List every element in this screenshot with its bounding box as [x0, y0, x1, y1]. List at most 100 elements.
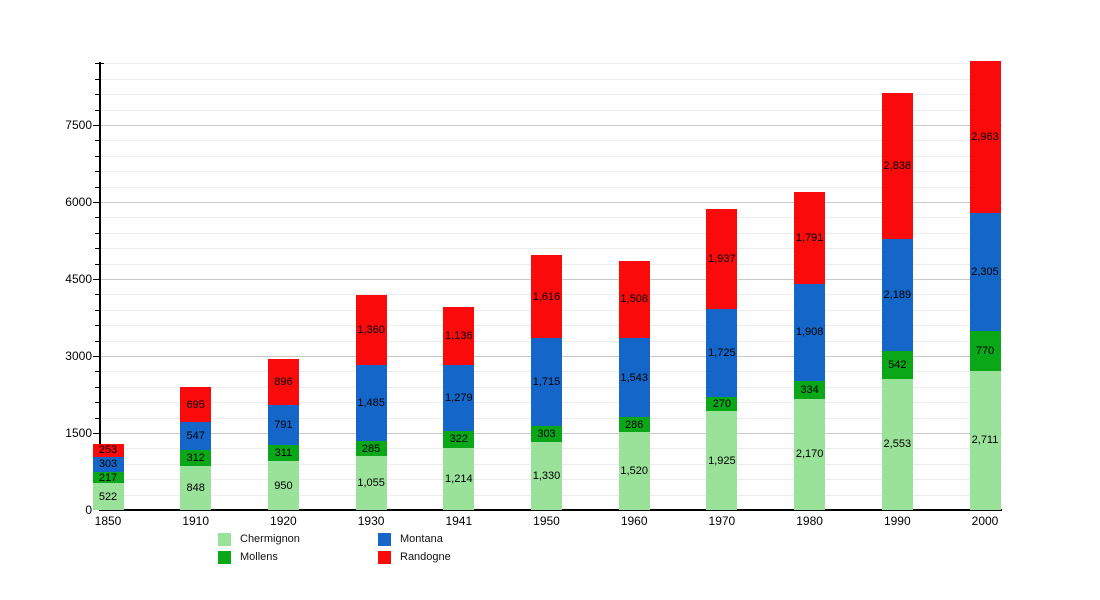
bar-value-label: 303: [98, 458, 118, 471]
y-axis-label: 4500: [65, 272, 92, 286]
bar-segment-randogne: [180, 386, 212, 423]
bar-segment-randogne: [92, 443, 124, 457]
bar-value-label: 312: [186, 452, 205, 465]
bar-value-label: 1,543: [620, 371, 648, 384]
bar-value-label: 322: [449, 433, 468, 446]
x-axis-label: 1950: [533, 514, 560, 528]
minor-gridline: [100, 217, 1002, 219]
x-axis-label: 1960: [620, 514, 648, 528]
x-axis-label: 1980: [796, 514, 823, 528]
bar-value-label: 2,963: [971, 130, 999, 143]
y-axis-tick: [95, 155, 100, 157]
y-axis-tick: [95, 309, 100, 311]
bar-segment-montana: [92, 456, 124, 473]
minor-gridline: [100, 232, 1002, 234]
bar-segment-randogne: [267, 358, 299, 405]
y-axis-label: 3000: [65, 349, 92, 363]
bar-value-label: 1,715: [532, 376, 561, 389]
bar-segment-randogne: [618, 260, 650, 339]
bar-value-label: 1,937: [708, 253, 736, 266]
y-axis-tick: [95, 294, 100, 296]
bar-value-label: 285: [361, 442, 381, 455]
legend-swatch-montana: [378, 533, 391, 546]
bar-value-label: 1,360: [357, 324, 385, 337]
bar-value-label: 848: [186, 482, 205, 495]
legend-swatch-randogne: [378, 551, 391, 564]
bar-segment-mollens: [92, 472, 124, 484]
bar-segment-chermignon: [618, 431, 650, 510]
x-axis-label: 2000: [971, 514, 999, 528]
x-axis-line: [99, 509, 1002, 511]
bar-segment-randogne: [706, 209, 738, 309]
bar-value-label: 522: [98, 490, 118, 503]
bar-value-label: 334: [800, 384, 819, 397]
bar-value-label: 303: [537, 427, 556, 440]
y-axis-tick: [95, 217, 100, 219]
bar-value-label: 542: [888, 359, 907, 372]
legend-label-montana: Montana: [400, 533, 443, 545]
legend-label-randogne: Randogne: [400, 551, 451, 563]
minor-gridline: [100, 94, 1002, 96]
x-axis-label: 1920: [270, 514, 297, 528]
y-axis-tick: [95, 232, 100, 234]
bar-segment-chermignon: [180, 466, 212, 510]
bar-segment-mollens: [969, 331, 1001, 371]
bar-value-label: 2,711: [971, 434, 999, 447]
y-axis-tick: [93, 433, 100, 434]
bar-value-label: 311: [274, 447, 293, 460]
y-axis-tick: [95, 340, 100, 342]
y-axis-tick: [95, 263, 100, 265]
minor-gridline: [100, 140, 1002, 142]
x-axis-label: 1850: [94, 514, 122, 528]
bar-segment-montana: [794, 283, 826, 382]
bar-value-label: 770: [975, 345, 995, 358]
y-axis-label: 6000: [65, 195, 92, 209]
bar-value-label: 1,279: [445, 392, 473, 405]
y-axis-tick: [95, 140, 100, 142]
bar-segment-randogne: [969, 60, 1001, 213]
y-axis-label: 7500: [65, 118, 92, 132]
bar-segment-chermignon: [794, 398, 826, 510]
bar-segment-montana: [443, 365, 475, 432]
y-axis-tick: [95, 417, 100, 419]
x-axis-label: 1941: [445, 514, 473, 528]
bar-segment-mollens: [618, 417, 650, 432]
y-axis-tick: [93, 202, 100, 203]
bar-segment-chermignon: [706, 411, 738, 510]
legend-label-chermignon: Chermignon: [240, 533, 300, 545]
bar-value-label: 1,136: [445, 330, 473, 343]
bar-value-label: 253: [98, 444, 118, 457]
y-axis-label: 1500: [65, 426, 92, 440]
bar-value-label: 1,520: [620, 464, 648, 477]
bar-value-label: 286: [625, 418, 644, 431]
y-axis-tick: [95, 386, 100, 388]
bar-segment-montana: [969, 212, 1001, 332]
bar-segment-mollens: [706, 397, 738, 412]
y-axis-tick: [95, 402, 100, 404]
bar-value-label: 2,553: [883, 438, 912, 451]
y-axis-line: [99, 62, 101, 510]
y-axis-tick: [95, 371, 100, 373]
bar-value-label: 1,925: [708, 454, 736, 467]
bar-segment-montana: [531, 338, 562, 427]
bar-segment-randogne: [355, 295, 387, 365]
bar-segment-chermignon: [267, 461, 299, 510]
y-axis-label: 0: [85, 503, 92, 517]
bar-segment-randogne: [794, 191, 826, 284]
bar-value-label: 950: [274, 479, 293, 492]
bar-segment-chermignon: [531, 441, 562, 510]
bar-segment-montana: [881, 238, 913, 352]
minor-gridline: [100, 155, 1002, 157]
bar-segment-mollens: [443, 431, 475, 448]
bar-value-label: 2,170: [795, 448, 824, 461]
x-axis-label: 1910: [182, 514, 210, 528]
bar-value-label: 896: [274, 375, 293, 388]
bar-segment-chermignon: [355, 455, 387, 510]
y-axis-tick: [95, 171, 100, 173]
bar-value-label: 1,508: [620, 293, 648, 306]
bar-segment-montana: [618, 338, 650, 418]
major-gridline: [100, 125, 1002, 126]
major-gridline: [100, 202, 1002, 203]
bar-value-label: 695: [186, 398, 205, 411]
legend-label-mollens: Mollens: [240, 551, 278, 563]
